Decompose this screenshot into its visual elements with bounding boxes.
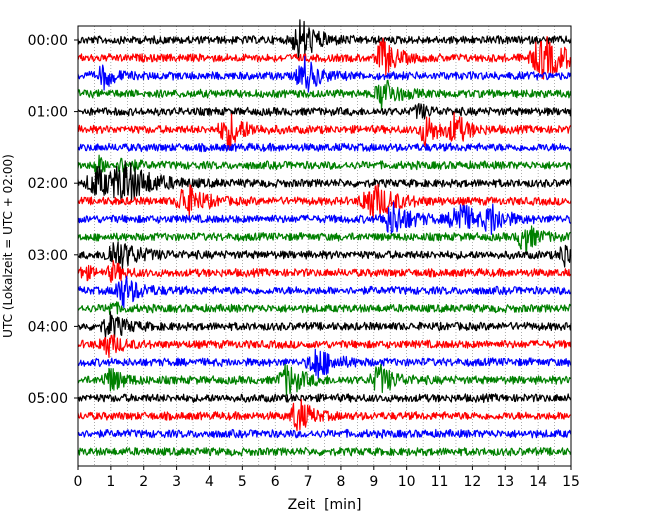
x-tick-label: 15 xyxy=(562,474,580,490)
x-tick-label: 12 xyxy=(463,474,481,490)
y-tick-label: 04:00 xyxy=(28,319,68,335)
y-tick-label: 00:00 xyxy=(28,33,68,49)
seismic-trace xyxy=(77,36,572,80)
x-tick-label: 4 xyxy=(205,474,214,490)
plot-frame xyxy=(77,25,572,467)
seismic-trace xyxy=(77,160,572,204)
seismic-trace xyxy=(77,311,572,338)
seismic-trace xyxy=(77,142,572,153)
seismic-trace xyxy=(77,393,572,403)
x-tick-label: 5 xyxy=(238,474,247,490)
y-axis-ticks: 00:00 01:00 02:00 03:00 04:00 05:00 xyxy=(28,33,78,407)
x-tick-label: 8 xyxy=(336,474,345,490)
x-tick-label: 6 xyxy=(271,474,280,490)
x-axis-ticks: 0 1 2 3 4 5 6 7 8 9 10 11 12 13 14 15 xyxy=(74,466,580,490)
seismic-trace xyxy=(77,79,572,111)
x-tick-label: 0 xyxy=(74,474,83,490)
x-tick-label: 11 xyxy=(431,474,449,490)
x-tick-label: 7 xyxy=(304,474,313,490)
seismic-trace xyxy=(77,447,572,457)
seismic-trace xyxy=(77,301,572,315)
x-tick-label: 14 xyxy=(529,474,547,490)
y-tick-label: 03:00 xyxy=(28,248,68,264)
seismic-trace xyxy=(77,225,572,252)
seismic-trace xyxy=(77,428,572,439)
x-tick-label: 13 xyxy=(496,474,514,490)
trace-group xyxy=(77,19,572,457)
x-tick-label: 10 xyxy=(398,474,416,490)
seismic-trace xyxy=(77,241,572,270)
x-tick-label: 3 xyxy=(172,474,181,490)
seismic-trace xyxy=(77,19,572,59)
seismic-trace xyxy=(77,260,572,283)
seismic-trace xyxy=(77,55,572,93)
seismic-trace xyxy=(77,154,572,177)
seismic-trace xyxy=(77,201,572,235)
y-tick-label: 02:00 xyxy=(28,176,68,192)
seismic-trace xyxy=(77,275,572,309)
x-tick-label: 1 xyxy=(106,474,115,490)
y-axis-label: UTC (Lokalzeit = UTC + 02:00) xyxy=(1,154,15,338)
x-tick-label: 2 xyxy=(139,474,148,490)
seismic-trace xyxy=(77,348,572,380)
seismic-trace xyxy=(77,112,572,150)
seismic-trace xyxy=(77,334,572,358)
x-tick-label: 9 xyxy=(369,474,378,490)
y-tick-label: 05:00 xyxy=(28,391,68,407)
seismic-trace xyxy=(77,183,572,223)
seismic-trace xyxy=(77,363,572,396)
grid-lines xyxy=(94,26,555,466)
seismic-trace xyxy=(77,398,572,432)
y-tick-label: 01:00 xyxy=(28,105,68,121)
seismic-trace xyxy=(77,102,572,120)
x-axis-label: Zeit [min] xyxy=(288,497,362,513)
